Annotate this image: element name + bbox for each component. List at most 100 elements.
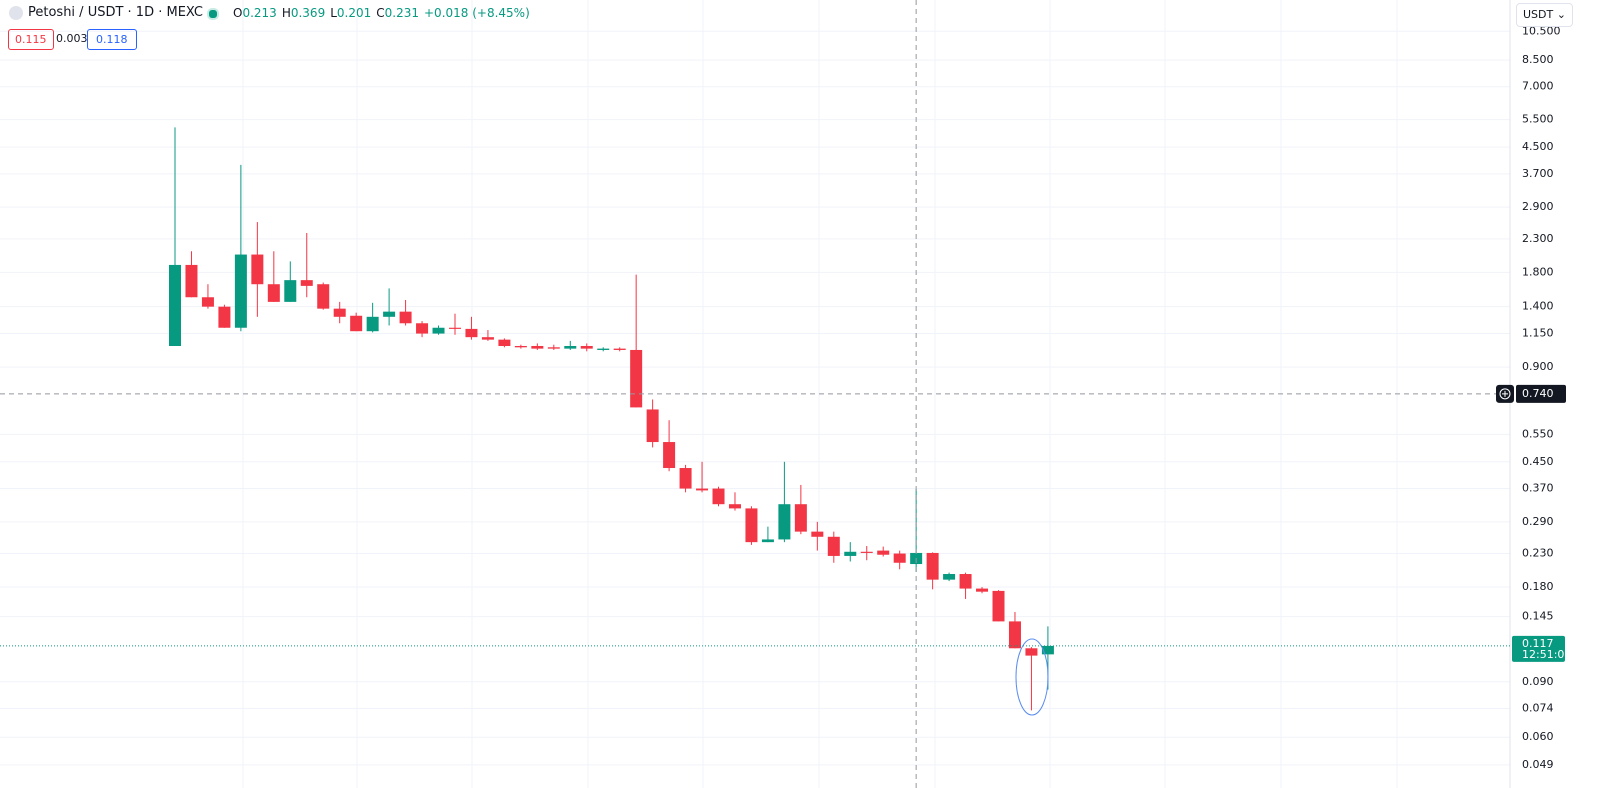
candle-body (943, 574, 956, 580)
annotation-ellipse (1015, 638, 1049, 716)
candle-body (761, 539, 774, 543)
crosshair-label: 0.740 (1522, 387, 1554, 400)
y-tick-label: 0.074 (1522, 702, 1554, 715)
y-tick-label: 3.700 (1522, 167, 1554, 180)
ask-badge[interactable]: 0.118 (87, 29, 137, 50)
y-tick-label: 0.230 (1522, 547, 1554, 560)
candle-body (794, 504, 807, 532)
candle-body (1008, 621, 1021, 649)
countdown: 12:51:01 (1522, 648, 1571, 661)
candle-body (827, 536, 840, 556)
candle-body (481, 337, 494, 340)
candle-body (169, 264, 181, 346)
candle-body (300, 280, 313, 286)
y-tick-label: 0.049 (1522, 758, 1554, 771)
candle-body (564, 345, 577, 349)
ohlc-value: 0.231 (384, 6, 419, 20)
candle-body (317, 284, 330, 309)
candle-body (366, 316, 379, 332)
candle-body (992, 590, 1005, 622)
ohlc-value: 0.369 (290, 6, 326, 20)
candle-body (844, 551, 857, 556)
crosshair-plus-icon (1499, 388, 1511, 400)
candle-body (498, 339, 511, 346)
candle-body (1041, 645, 1054, 655)
candle-body (712, 488, 725, 505)
y-tick-label: 1.800 (1522, 265, 1554, 278)
candle-body (745, 508, 758, 543)
candle-body (333, 308, 346, 317)
candle-body (531, 345, 544, 349)
candle-body (811, 531, 824, 537)
y-tick-label: 0.145 (1522, 610, 1554, 623)
candle-body (580, 345, 593, 349)
candle-body (1025, 648, 1038, 656)
candle-body (284, 280, 297, 302)
market-status[interactable] (207, 8, 219, 20)
candle-body (448, 327, 461, 329)
candle-body (893, 553, 906, 563)
ohlc-key: H (281, 6, 291, 20)
y-tick-label: 0.290 (1522, 515, 1554, 528)
candle-body (465, 328, 478, 338)
candle-body (383, 311, 396, 317)
ohlc-value: 0.213 (242, 6, 277, 20)
y-tick-label: 8.500 (1522, 53, 1554, 66)
candle-body (201, 297, 214, 307)
candle-body (663, 442, 676, 469)
candle-body (679, 468, 692, 489)
candle-body (350, 315, 363, 332)
candle-body (630, 349, 643, 408)
y-tick-label: 0.450 (1522, 455, 1554, 468)
y-tick-label: 0.900 (1522, 360, 1554, 373)
candle-body (267, 284, 280, 302)
ohlc-change: +0.018 (+8.45%) (424, 6, 530, 20)
candle-body (613, 348, 626, 350)
candle-body (547, 347, 560, 349)
candle-body (877, 550, 890, 555)
ohlc-key: O (233, 6, 243, 20)
y-tick-label: 7.000 (1522, 80, 1554, 93)
candle-body (185, 264, 198, 298)
crosshair-box (1516, 384, 1566, 403)
candle-body (251, 254, 264, 285)
ohlc-key: C (376, 6, 385, 20)
candle-body (860, 551, 873, 553)
candle-body (432, 327, 445, 334)
ohlc-key: L (330, 6, 337, 20)
bid-badge[interactable]: 0.115 (8, 29, 54, 50)
ohlc-value: 0.201 (336, 6, 372, 20)
last-price-label: 0.117 (1522, 637, 1554, 650)
y-tick-label: 1.150 (1522, 327, 1554, 340)
candle-body (514, 345, 527, 348)
candle-body (778, 504, 791, 540)
y-tick-label: 2.900 (1522, 200, 1554, 213)
candle-body (959, 574, 972, 589)
candle-body (234, 254, 247, 328)
ohlc-legend: O0.213 H0.369 L0.201 C0.231 +0.018 (+8.45%) (233, 6, 530, 20)
y-tick-label: 0.090 (1522, 675, 1554, 688)
y-tick-label: 0.370 (1522, 482, 1554, 495)
y-tick-label: 1.400 (1522, 300, 1554, 313)
y-tick-label: 4.500 (1522, 140, 1554, 153)
crosshair-plus-sign (1502, 390, 1508, 397)
candle-body (218, 306, 231, 328)
y-tick-label: 0.060 (1522, 730, 1554, 743)
currency-dropdown[interactable]: USDT ⌄ (1516, 3, 1573, 27)
candle-body (976, 588, 989, 592)
candle-body (696, 488, 709, 491)
candle-body (646, 409, 659, 443)
y-tick-label: 10.500 (1522, 24, 1561, 37)
y-tick-label: 5.500 (1522, 113, 1554, 126)
symbol-logo (9, 6, 23, 20)
currency-label[interactable]: USDT (1523, 8, 1554, 21)
candle-body (597, 348, 610, 350)
y-tick-label: 0.180 (1522, 580, 1554, 593)
candle-body (399, 311, 412, 324)
y-tick-label: 0.550 (1522, 427, 1554, 440)
spread: 0.003 (56, 32, 88, 45)
symbol-title[interactable]: Petoshi / USDT · 1D · MEXC (28, 5, 203, 20)
y-tick-label: 2.300 (1522, 232, 1554, 245)
